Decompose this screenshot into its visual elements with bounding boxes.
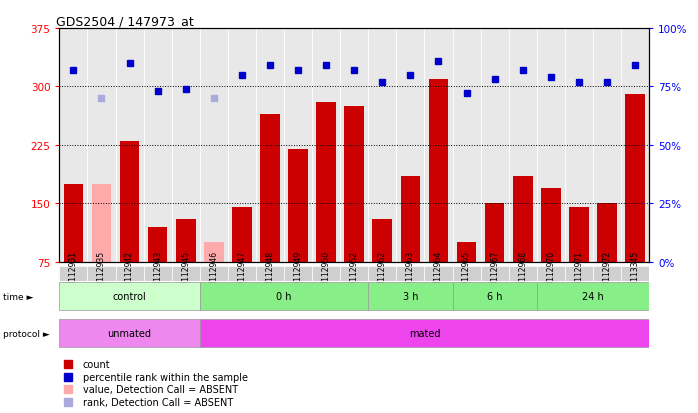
Bar [148,227,168,262]
Text: GSM112964: GSM112964 [434,251,443,297]
Bar [621,266,649,281]
Text: GSM112965: GSM112965 [462,251,471,297]
Bar [541,188,560,262]
Bar [513,177,533,262]
Text: GSM112967: GSM112967 [490,251,499,297]
Bar [200,266,228,281]
Text: 24 h: 24 h [582,291,604,301]
Bar [260,114,280,262]
Text: GSM112950: GSM112950 [322,251,331,297]
Bar [232,208,252,262]
Bar [91,185,111,262]
Bar [452,266,481,281]
Bar [569,208,588,262]
Text: GSM112962: GSM112962 [378,251,387,297]
Bar [64,185,83,262]
Text: 0 h: 0 h [276,291,292,301]
Bar [593,266,621,281]
Text: GSM112931: GSM112931 [69,251,78,297]
Text: time ►: time ► [3,292,34,301]
Text: mated: mated [409,328,440,339]
Text: GSM112942: GSM112942 [125,251,134,297]
Bar [452,282,537,310]
Bar [369,282,452,310]
Bar [369,266,396,281]
Bar [373,219,392,262]
Bar [401,177,420,262]
Bar [256,266,284,281]
Bar [424,266,452,281]
Text: GSM112943: GSM112943 [153,251,162,297]
Bar [625,95,645,262]
Text: control: control [112,291,147,301]
Bar [537,266,565,281]
Bar [565,266,593,281]
Bar [172,266,200,281]
Text: GDS2504 / 147973_at: GDS2504 / 147973_at [57,15,194,28]
Text: rank, Detection Call = ABSENT: rank, Detection Call = ABSENT [83,397,233,407]
Bar [200,320,649,347]
Text: GSM112948: GSM112948 [265,251,274,297]
Text: value, Detection Call = ABSENT: value, Detection Call = ABSENT [83,385,238,394]
Bar [481,266,509,281]
Bar [509,266,537,281]
Bar [87,266,115,281]
Text: GSM113345: GSM113345 [630,251,639,297]
Text: unmated: unmated [107,328,151,339]
Bar [59,266,87,281]
Text: GSM112947: GSM112947 [237,251,246,297]
Bar [144,266,172,281]
Bar [340,266,369,281]
Text: 6 h: 6 h [487,291,503,301]
Bar [537,282,649,310]
Bar [316,103,336,262]
Bar [344,107,364,262]
Text: GSM112949: GSM112949 [294,251,302,297]
Text: count: count [83,359,110,369]
Text: 3 h: 3 h [403,291,418,301]
Text: GSM112945: GSM112945 [181,251,191,297]
Bar [396,266,424,281]
Bar [59,282,200,310]
Text: GSM112971: GSM112971 [574,251,584,297]
Bar [485,204,505,262]
Bar [312,266,340,281]
Bar [204,243,223,262]
Bar [59,320,200,347]
Bar [456,243,477,262]
Text: GSM112946: GSM112946 [209,251,218,297]
Bar [228,266,256,281]
Text: GSM112972: GSM112972 [602,251,611,297]
Bar [120,142,140,262]
Text: GSM112963: GSM112963 [406,251,415,297]
Bar [115,266,144,281]
Bar [288,150,308,262]
Text: protocol ►: protocol ► [3,329,50,338]
Text: GSM112968: GSM112968 [518,251,527,297]
Text: percentile rank within the sample: percentile rank within the sample [83,372,248,382]
Text: GSM112970: GSM112970 [547,251,556,297]
Text: GSM112952: GSM112952 [350,251,359,297]
Bar [429,79,448,262]
Bar [176,219,195,262]
Bar [200,282,369,310]
Bar [597,204,617,262]
Text: GSM112935: GSM112935 [97,251,106,297]
Bar [284,266,312,281]
